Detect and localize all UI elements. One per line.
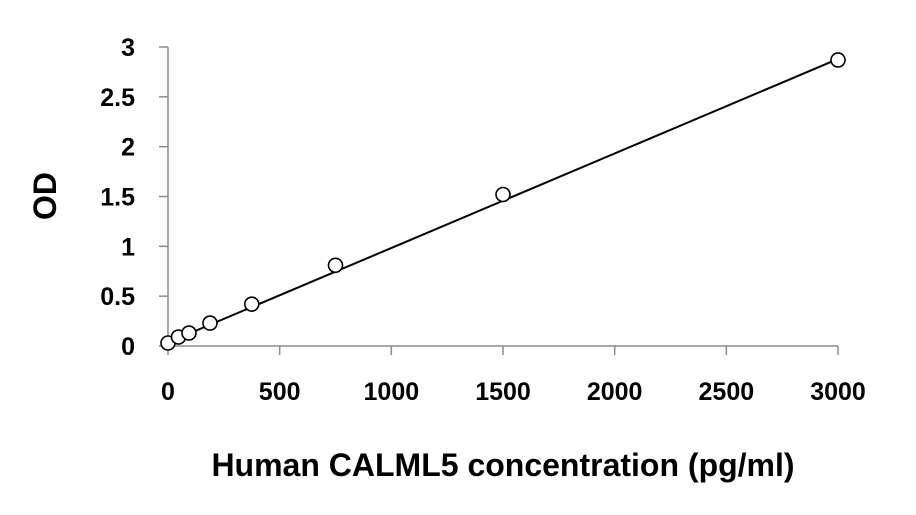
- y-tick-label: 0.5: [100, 283, 135, 311]
- y-tick-label: 0: [121, 333, 135, 361]
- data-point: [202, 315, 218, 331]
- data-point: [181, 325, 197, 341]
- y-tick-label: 2.5: [100, 84, 135, 112]
- x-tick-label: 3000: [810, 378, 866, 406]
- y-tick-label: 1: [121, 233, 135, 261]
- data-point: [495, 186, 511, 203]
- data-point: [327, 257, 344, 274]
- y-tick-label: 3: [121, 34, 135, 62]
- data-point: [830, 52, 846, 68]
- x-tick-label: 2000: [587, 378, 643, 406]
- x-tick-label: 2500: [699, 378, 755, 406]
- y-tick-label: 1.5: [100, 184, 135, 212]
- x-tick-label: 0: [161, 378, 175, 406]
- x-tick-label: 1000: [364, 378, 420, 406]
- data-point: [243, 296, 260, 312]
- y-tick-label: 2: [121, 134, 135, 162]
- x-tick-label: 1500: [475, 378, 531, 406]
- x-axis-title: Human CALML5 concentration (pg/ml): [211, 447, 794, 483]
- plot-area: 0 0.5 1 1.5 2 2.5 3 0 500 1000 1500 2000 2500 3000: [100, 34, 866, 406]
- y-axis-title: OD: [27, 172, 63, 220]
- x-tick-label: 500: [259, 378, 301, 406]
